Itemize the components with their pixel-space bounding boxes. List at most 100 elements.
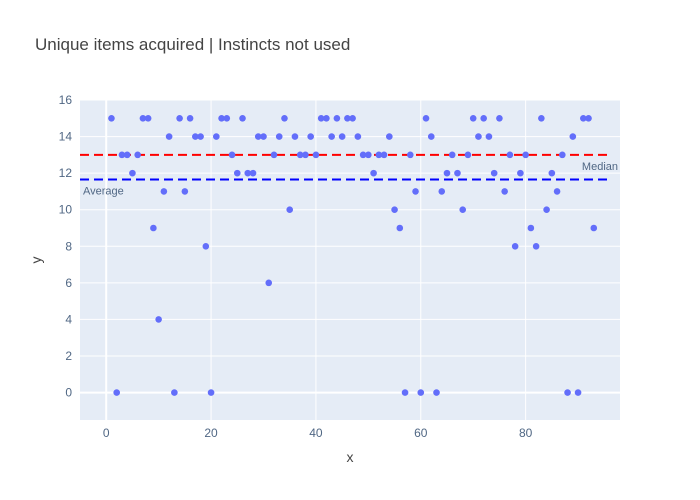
x-tick-label: 0 xyxy=(103,426,110,440)
data-point xyxy=(192,133,199,140)
reference-line-label: Median xyxy=(582,161,618,173)
data-point xyxy=(165,133,173,140)
x-tick-label: 20 xyxy=(204,426,218,440)
data-point xyxy=(113,389,120,396)
data-point xyxy=(590,224,598,232)
data-point xyxy=(344,114,351,122)
y-tick-label: 12 xyxy=(59,166,73,180)
data-point xyxy=(559,151,566,159)
data-point xyxy=(427,133,435,140)
y-tick-label: 16 xyxy=(59,93,73,107)
data-point xyxy=(574,389,582,396)
data-point xyxy=(527,224,535,232)
y-tick-label: 2 xyxy=(65,349,72,363)
data-point xyxy=(197,133,204,140)
data-point xyxy=(129,169,136,177)
data-point xyxy=(469,114,477,122)
data-point xyxy=(511,242,519,250)
data-point xyxy=(490,169,498,177)
data-point xyxy=(213,133,220,140)
data-point xyxy=(186,114,194,122)
data-point xyxy=(244,169,252,177)
y-tick-label: 8 xyxy=(65,239,72,253)
data-point xyxy=(302,151,309,159)
data-point xyxy=(328,133,335,140)
data-point xyxy=(171,389,178,396)
data-point xyxy=(454,169,461,177)
data-point xyxy=(569,133,577,140)
data-points xyxy=(108,114,598,396)
data-point xyxy=(134,151,141,159)
data-point xyxy=(233,169,241,177)
data-point xyxy=(296,151,304,159)
data-point xyxy=(207,389,215,396)
data-point xyxy=(338,133,346,140)
data-point xyxy=(312,151,320,159)
data-point xyxy=(396,224,404,232)
data-point xyxy=(391,206,398,214)
data-point xyxy=(580,114,587,122)
data-point xyxy=(475,133,482,140)
data-point xyxy=(123,151,131,159)
data-point xyxy=(354,133,362,140)
data-point xyxy=(433,389,440,396)
data-point xyxy=(517,169,524,177)
plot-background xyxy=(80,100,620,420)
data-point xyxy=(254,133,262,140)
data-point xyxy=(438,188,446,195)
data-point xyxy=(443,169,451,177)
x-tick-label: 40 xyxy=(309,426,323,440)
data-point xyxy=(464,151,472,159)
data-point xyxy=(422,114,430,122)
data-point xyxy=(543,206,550,214)
data-point xyxy=(317,114,325,122)
data-point xyxy=(155,316,162,323)
data-point xyxy=(265,279,273,287)
data-point xyxy=(417,389,425,396)
reference-line-label: Average xyxy=(83,186,124,198)
data-point xyxy=(365,151,372,159)
data-point xyxy=(448,151,456,159)
data-point xyxy=(223,114,231,122)
data-point xyxy=(150,224,157,232)
data-point xyxy=(144,114,152,122)
data-point xyxy=(359,151,367,159)
data-point xyxy=(459,206,467,214)
data-point xyxy=(239,114,246,122)
data-point xyxy=(307,133,314,140)
data-point xyxy=(538,114,545,122)
reference-lines: Median Average xyxy=(80,153,618,198)
data-point xyxy=(375,151,383,159)
data-point xyxy=(275,133,283,140)
y-tick-label: 14 xyxy=(59,130,73,144)
data-point xyxy=(118,151,126,159)
x-tick-labels: 0 20 40 60 80 xyxy=(103,426,533,440)
data-point xyxy=(585,114,592,122)
x-tick-label: 80 xyxy=(519,426,533,440)
data-point xyxy=(406,151,414,159)
data-point xyxy=(401,389,409,396)
data-point xyxy=(270,151,278,159)
data-point xyxy=(249,169,257,177)
data-point xyxy=(260,133,267,140)
data-point xyxy=(202,242,210,250)
data-point xyxy=(412,188,419,195)
y-tick-labels: 0 2 4 6 8 10 12 14 16 xyxy=(59,93,73,400)
data-point xyxy=(370,169,377,177)
data-point xyxy=(480,114,487,122)
data-point xyxy=(485,133,493,140)
data-point xyxy=(506,151,514,159)
data-point xyxy=(281,114,288,122)
data-point xyxy=(501,188,508,195)
data-point xyxy=(218,114,225,122)
data-point xyxy=(522,151,529,159)
y-tick-label: 4 xyxy=(65,312,72,326)
data-point xyxy=(496,114,503,122)
y-tick-label: 10 xyxy=(59,203,73,217)
y-tick-label: 6 xyxy=(65,276,72,290)
data-point xyxy=(291,133,299,140)
data-point xyxy=(532,242,540,250)
data-point xyxy=(323,114,330,122)
data-point xyxy=(286,206,294,214)
